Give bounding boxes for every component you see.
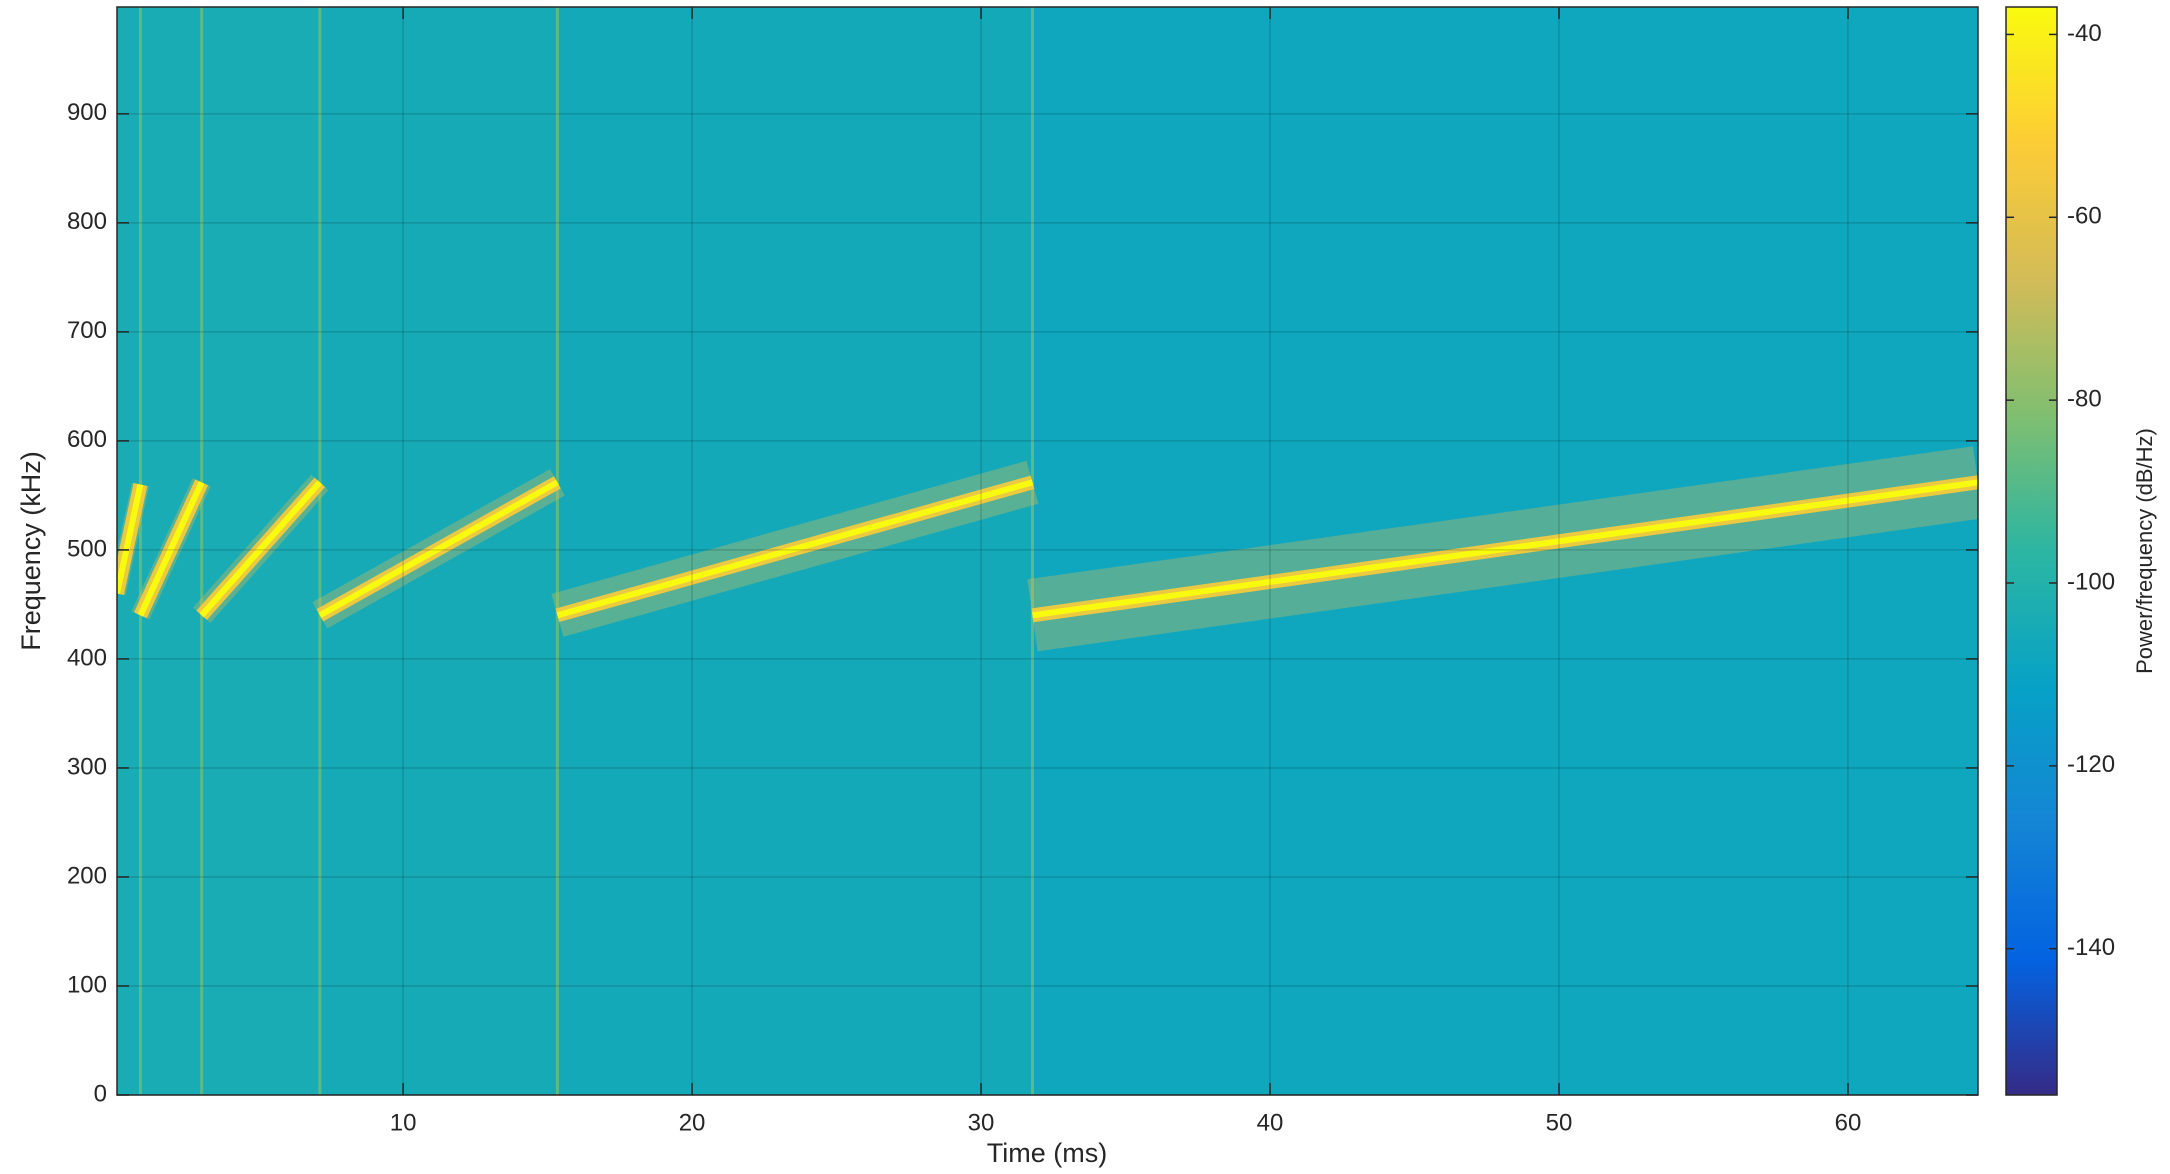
chirp — [318, 479, 559, 618]
y-tick-label: 700 — [67, 317, 107, 344]
plot-frame — [116, 6, 1979, 1096]
chirp — [1032, 479, 1978, 619]
colorbar-tick-label: -40 — [2067, 20, 2102, 47]
x-axis-label: Time (ms) — [987, 1138, 1107, 1168]
y-tick-label: 900 — [67, 99, 107, 126]
colorbar-tick-label: -100 — [2067, 568, 2115, 595]
colorbar-tick-label: -60 — [2067, 203, 2102, 230]
plot-area — [117, 7, 1978, 1095]
colorbar — [2005, 6, 2058, 1096]
x-tick-label: 40 — [1257, 1109, 1284, 1136]
x-tick-label: 10 — [390, 1109, 417, 1136]
x-tick-label: 30 — [968, 1109, 995, 1136]
y-tick-label: 300 — [67, 753, 107, 780]
chirp — [199, 480, 323, 618]
y-axis-label: Frequency (kHz) — [16, 451, 46, 651]
y-tick-label: 600 — [67, 426, 107, 453]
chirp — [117, 483, 144, 595]
y-tick-label: 100 — [67, 971, 107, 998]
x-tick-label: 50 — [1546, 1109, 1573, 1136]
chirp — [556, 479, 1034, 619]
colorbar-tick-label: -120 — [2067, 751, 2115, 778]
x-tick-label: 60 — [1835, 1109, 1862, 1136]
chirp — [137, 481, 205, 617]
y-tick-label: 400 — [67, 644, 107, 671]
x-tick-label: 20 — [679, 1109, 706, 1136]
colorbar-tick-label: -80 — [2067, 385, 2102, 412]
y-tick-label: 800 — [67, 208, 107, 235]
y-tick-label: 200 — [67, 862, 107, 889]
y-tick-label: 500 — [67, 535, 107, 562]
colorbar-tick-label: -140 — [2067, 934, 2115, 961]
y-tick-label: 0 — [94, 1080, 107, 1107]
axes: 10 20 30 40 50 600100200300400500600700800900… — [67, 6, 2115, 1136]
colorbar-label: Power/frequency (dB/Hz) — [2132, 428, 2157, 674]
